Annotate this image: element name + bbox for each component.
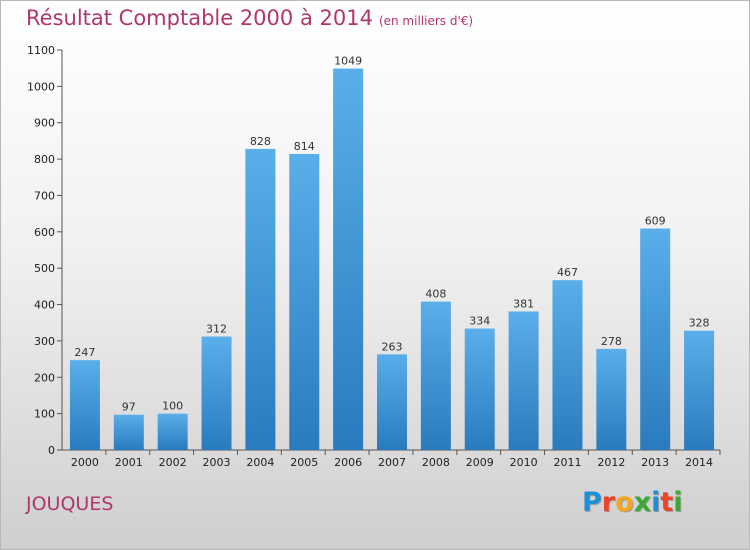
x-tick-label: 2013 [641, 456, 669, 469]
y-tick-label: 800 [34, 153, 55, 166]
proxiti-logo: Proxiti [582, 487, 683, 518]
x-tick-label: 2009 [466, 456, 494, 469]
bar [245, 148, 276, 450]
data-label: 100 [162, 400, 183, 413]
x-tick-label: 2011 [553, 456, 581, 469]
x-tick-label: 2002 [159, 456, 187, 469]
bar [113, 414, 144, 450]
bar [69, 360, 100, 450]
y-tick-label: 500 [34, 262, 55, 275]
y-tick-label: 0 [48, 444, 55, 457]
x-tick-label: 2005 [290, 456, 318, 469]
place-name: JOUQUES [26, 493, 114, 515]
data-label: 312 [206, 323, 227, 336]
title-unit: (en milliers d'€) [378, 14, 474, 28]
data-label: 263 [382, 340, 403, 353]
bar [333, 68, 364, 450]
data-label: 408 [425, 288, 446, 301]
bar [464, 328, 495, 450]
y-tick-label: 600 [34, 226, 55, 239]
bar [508, 311, 539, 450]
logo-letter: x [633, 487, 652, 518]
x-tick-label: 2008 [422, 456, 450, 469]
bar [157, 413, 188, 450]
bar [596, 348, 627, 450]
logo-letter: r [601, 487, 616, 518]
data-label: 609 [645, 215, 666, 228]
x-tick-label: 2014 [685, 456, 713, 469]
bars [69, 68, 715, 450]
data-label: 328 [689, 317, 710, 330]
x-tick-label: 2001 [115, 456, 143, 469]
data-label: 467 [557, 266, 578, 279]
bar [201, 336, 232, 450]
data-label: 247 [74, 346, 95, 359]
data-label: 334 [469, 315, 490, 328]
data-label: 97 [122, 401, 136, 414]
logo-letter: o [615, 487, 634, 518]
x-tick-label: 2000 [71, 456, 99, 469]
logo-letter: i [651, 487, 661, 518]
y-tick-label: 1100 [27, 44, 55, 57]
data-label: 381 [513, 297, 534, 310]
bar [420, 301, 451, 450]
data-label: 278 [601, 335, 622, 348]
bar [684, 330, 715, 450]
logo-letter: t [660, 487, 674, 518]
x-tick-label: 2004 [246, 456, 274, 469]
x-tick-label: 2012 [597, 456, 625, 469]
chart-title: Résultat Comptable 2000 à 2014 (en millie… [26, 6, 473, 30]
y-tick-label: 200 [34, 371, 55, 384]
y-tick-label: 700 [34, 189, 55, 202]
title-text: Résultat Comptable 2000 à 2014 [26, 6, 373, 30]
bar [377, 354, 407, 450]
y-tick-label: 1000 [27, 80, 55, 93]
y-tick-label: 300 [34, 335, 55, 348]
logo-letter: P [582, 487, 602, 518]
x-tick-labels: 2000 2001 2002 2003 2004 2005 2006 2007 2008 2009… [71, 450, 721, 469]
data-label: 1049 [334, 55, 362, 68]
y-tick-label: 400 [34, 299, 55, 312]
x-tick-label: 2003 [203, 456, 231, 469]
data-label: 814 [294, 140, 315, 153]
logo-letter: i [673, 487, 683, 518]
data-labels: 247 97 100 312 828 814 1049 263 408 334 381 467 278 6… [74, 55, 709, 414]
bar [640, 228, 671, 450]
data-label: 828 [250, 135, 271, 148]
bar [289, 154, 320, 450]
y-tick-label: 100 [34, 408, 55, 421]
x-tick-label: 2007 [378, 456, 406, 469]
y-tick-label: 900 [34, 117, 55, 130]
x-tick-label: 2010 [510, 456, 538, 469]
x-tick-label: 2006 [334, 456, 362, 469]
bar [552, 280, 583, 450]
